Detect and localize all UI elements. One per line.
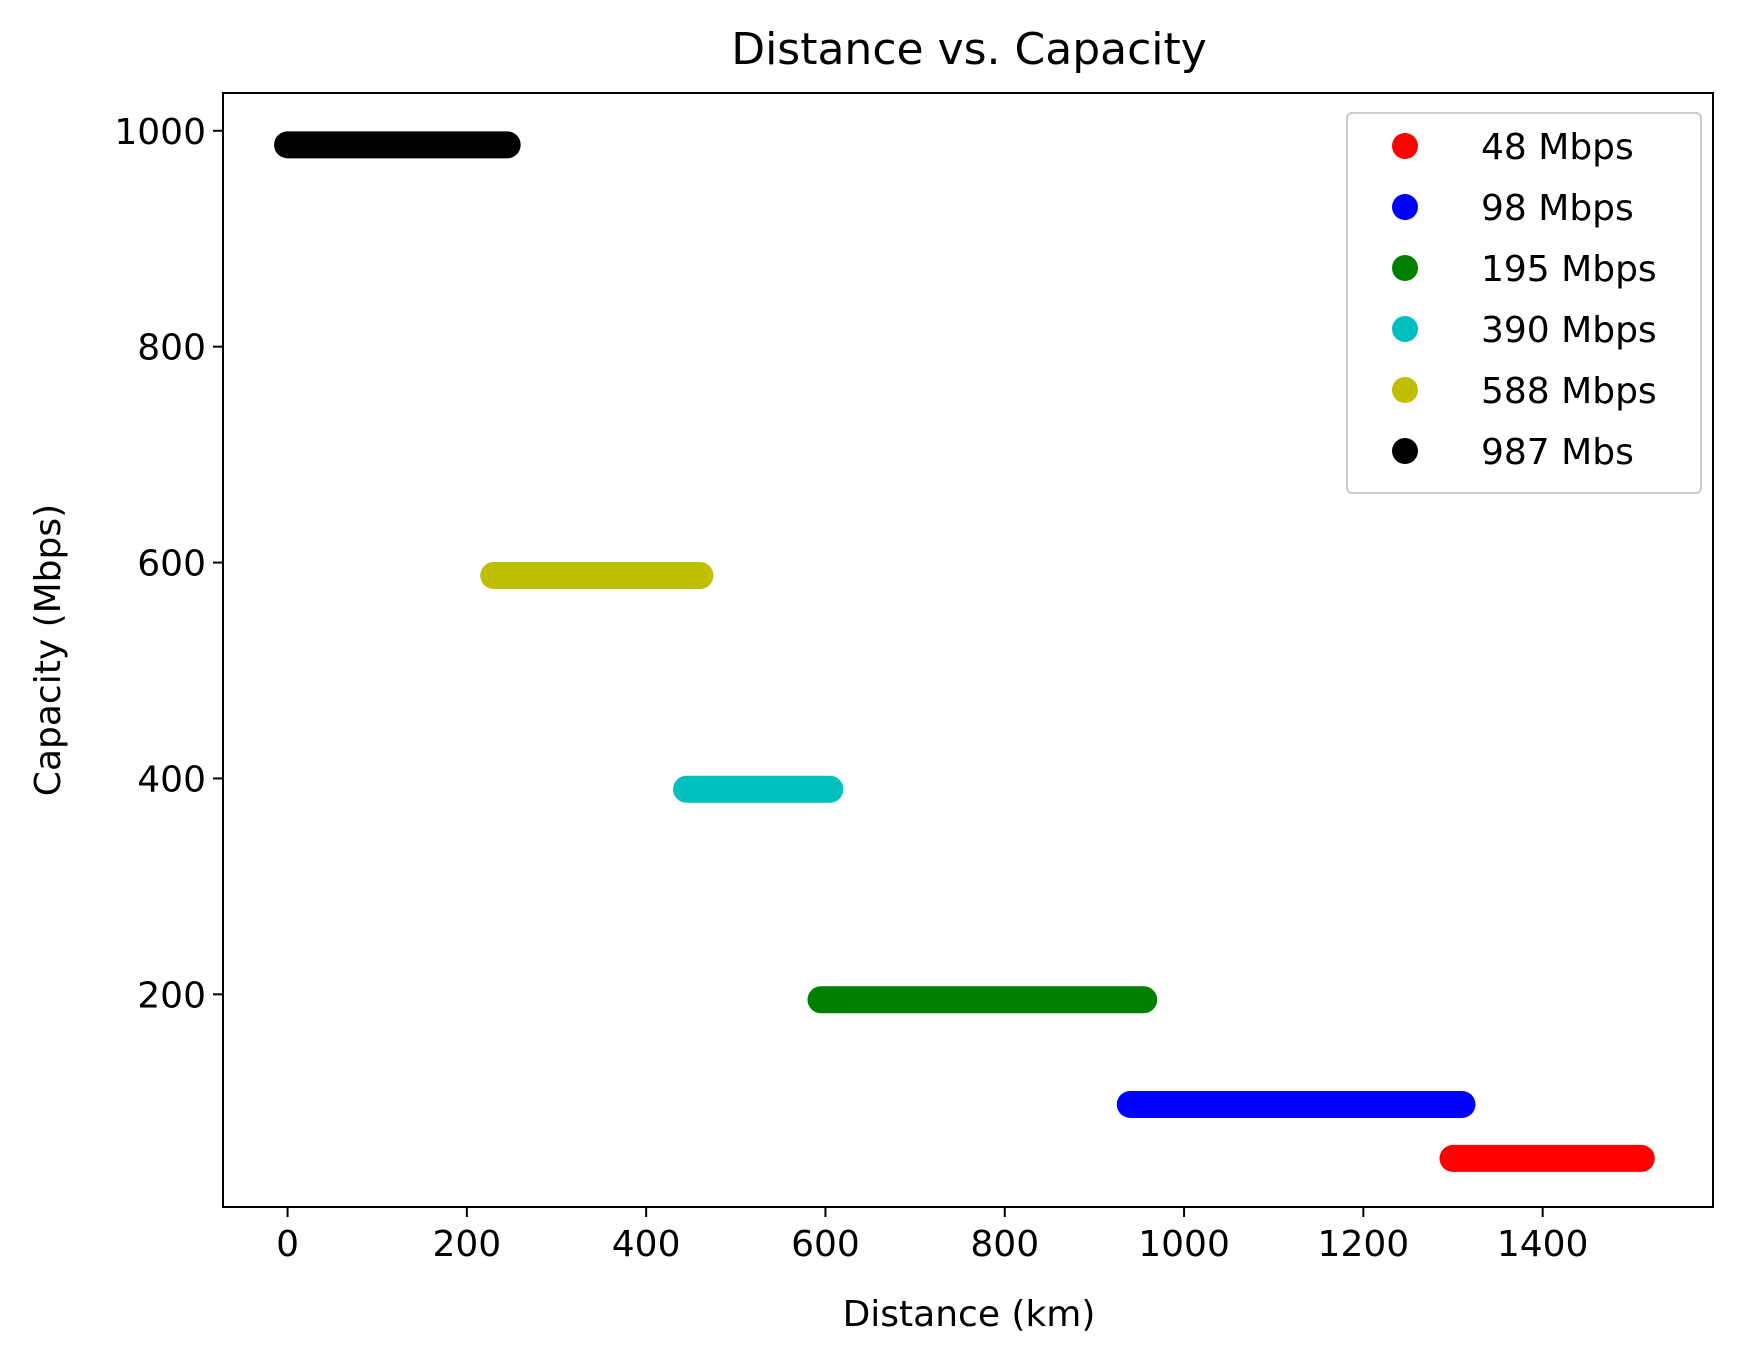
legend-marker [1392,316,1418,342]
legend-label: 390 Mbps [1481,310,1657,351]
legend-box [1346,112,1702,494]
chart-title: Distance vs. Capacity [731,24,1207,75]
x-tick-label: 0 [276,1224,299,1265]
y-tick-label: 400 [137,759,206,800]
y-axis-label: Capacity (Mbps) [28,504,69,796]
axes-ticks: 0 200 400 600 800 1000 1200 1400 200 400 600 800 100… [114,112,1588,1265]
legend-label: 588 Mbps [1481,371,1657,412]
legend-marker [1392,438,1418,464]
legend: 48 Mbps 98 Mbps 195 Mbps 390 Mbps 588 Mbps 98… [1346,112,1702,494]
x-tick-label: 400 [612,1224,681,1265]
y-tick-label: 200 [137,975,206,1016]
x-tick-label: 1400 [1497,1224,1589,1265]
y-tick-label: 600 [137,544,206,585]
legend-label: 48 Mbps [1481,127,1634,168]
legend-label: 987 Mbs [1481,432,1634,473]
axes-frame [222,92,1714,1208]
legend-marker [1392,194,1418,220]
y-tick-label: 1000 [114,112,206,153]
x-tick-label: 800 [970,1224,1039,1265]
legend-label: 195 Mbps [1481,249,1657,290]
x-tick-label: 1200 [1318,1224,1410,1265]
legend-marker [1392,133,1418,159]
plot-area [274,131,1655,1172]
x-tick-label: 600 [791,1224,860,1265]
x-tick-label: 1000 [1138,1224,1230,1265]
legend-marker [1392,255,1418,281]
x-axis-label: Distance (km) [843,1294,1096,1335]
legend-marker [1392,377,1418,403]
y-tick-label: 800 [137,328,206,369]
x-tick-label: 200 [432,1224,501,1265]
legend-label: 98 Mbps [1481,188,1634,229]
